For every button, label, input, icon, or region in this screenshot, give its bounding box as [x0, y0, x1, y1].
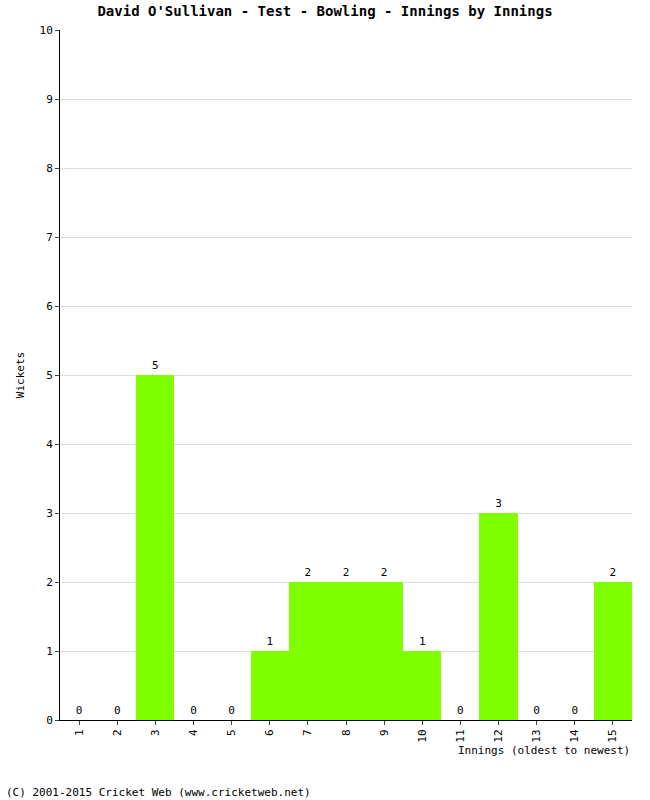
svg-text:9: 9 — [46, 93, 53, 106]
svg-text:David O'Sullivan - Test - Bowl: David O'Sullivan - Test - Bowling - Inni… — [97, 3, 552, 19]
svg-text:2: 2 — [46, 576, 53, 589]
svg-text:3: 3 — [149, 729, 162, 736]
svg-text:Wickets: Wickets — [14, 352, 27, 398]
svg-text:1: 1 — [419, 635, 426, 648]
svg-text:0: 0 — [76, 704, 83, 717]
svg-text:11: 11 — [454, 729, 467, 742]
svg-text:0: 0 — [457, 704, 464, 717]
svg-text:13: 13 — [530, 729, 543, 742]
svg-text:5: 5 — [152, 359, 159, 372]
svg-text:9: 9 — [378, 729, 391, 736]
svg-text:3: 3 — [46, 507, 53, 520]
svg-text:5: 5 — [46, 369, 53, 382]
svg-text:1: 1 — [46, 645, 53, 658]
svg-text:7: 7 — [301, 729, 314, 736]
svg-text:2: 2 — [610, 566, 617, 579]
svg-text:7: 7 — [46, 231, 53, 244]
svg-text:3: 3 — [495, 497, 502, 510]
svg-text:5: 5 — [225, 729, 238, 736]
svg-text:1: 1 — [266, 635, 273, 648]
svg-text:15: 15 — [607, 729, 620, 742]
svg-text:2: 2 — [343, 566, 350, 579]
svg-text:2: 2 — [305, 566, 312, 579]
svg-text:2: 2 — [111, 729, 124, 736]
svg-text:0: 0 — [114, 704, 121, 717]
svg-text:10: 10 — [416, 729, 429, 742]
svg-text:14: 14 — [568, 729, 581, 743]
svg-text:6: 6 — [263, 729, 276, 736]
svg-text:0: 0 — [533, 704, 540, 717]
svg-text:2: 2 — [381, 566, 388, 579]
svg-text:(C) 2001-2015 Cricket Web (www: (C) 2001-2015 Cricket Web (www.cricketwe… — [6, 786, 311, 799]
svg-text:8: 8 — [340, 729, 353, 736]
svg-text:4: 4 — [46, 438, 53, 451]
svg-text:6: 6 — [46, 300, 53, 313]
svg-text:0: 0 — [571, 704, 578, 717]
svg-text:10: 10 — [40, 24, 53, 37]
svg-text:4: 4 — [187, 729, 200, 736]
svg-text:12: 12 — [492, 729, 505, 742]
svg-text:Innings (oldest to newest): Innings (oldest to newest) — [458, 744, 630, 757]
svg-text:0: 0 — [190, 704, 197, 717]
svg-text:1: 1 — [73, 729, 86, 736]
svg-text:0: 0 — [228, 704, 235, 717]
svg-text:8: 8 — [46, 162, 53, 175]
svg-text:0: 0 — [46, 714, 53, 727]
